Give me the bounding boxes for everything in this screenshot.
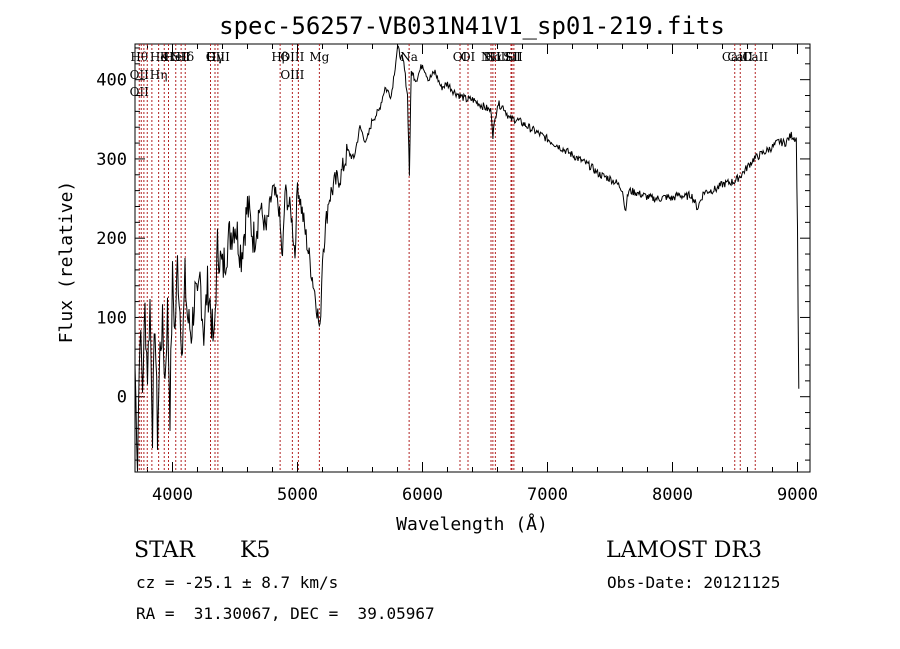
x-tick-label: 6000 xyxy=(402,485,443,505)
spectral-line-label: OI xyxy=(453,50,468,64)
chart-title: spec-56257-VB031N41V1_sp01-219.fits xyxy=(219,12,725,40)
spectral-line-label: H xyxy=(163,50,173,64)
spectral-line-label: OI xyxy=(461,50,476,64)
plot-axes xyxy=(134,43,811,473)
observation-date: Obs-Date: 20121125 xyxy=(607,573,781,592)
spectral-line-label: Mg xyxy=(309,50,329,64)
spectral-line-label: Li xyxy=(505,50,517,64)
x-tick-label: 5000 xyxy=(277,485,318,505)
spectral-line-label: CaII xyxy=(742,50,768,64)
y-tick-label: 200 xyxy=(96,229,127,249)
spectral-line-label: Na xyxy=(400,50,418,64)
y-tick-label: 400 xyxy=(96,71,127,91)
redshift-readout: cz = -25.1 ± 8.7 km/s xyxy=(136,573,339,592)
spectral-line-label: Hδ xyxy=(176,50,194,64)
spectral-line-label: CaII xyxy=(727,50,753,64)
y-tick-label: 0 xyxy=(117,388,127,408)
spectral-line-label: Hβ xyxy=(271,50,288,64)
y-tick-label: 100 xyxy=(96,308,127,328)
spectral-line-label: CaII xyxy=(722,50,748,64)
spectral-line-label: Hα xyxy=(484,50,503,64)
survey-name: LAMOST DR3 xyxy=(606,538,762,563)
spectral-line-label: NII xyxy=(481,50,501,64)
x-tick-label: 4000 xyxy=(152,485,193,505)
spectral-line-label: OII xyxy=(130,85,150,99)
x-tick-label: 9000 xyxy=(777,485,818,505)
spectral-line-label: OIII xyxy=(280,50,304,64)
coordinates-readout: RA = 31.30067, DEC = 39.05967 xyxy=(136,604,435,623)
x-axis-label: Wavelength (Å) xyxy=(396,513,548,535)
spectral-line-label: Hη xyxy=(150,68,168,82)
x-axis-ticks: 4000 5000 6000 7000 8000 9000 xyxy=(147,44,818,505)
spectral-line-label: OIII xyxy=(280,68,304,82)
spectral-line-label: OII xyxy=(130,68,150,82)
spectrum-series xyxy=(134,45,800,472)
spectral-line-label: Hθ xyxy=(130,50,148,64)
object-subclass: K5 xyxy=(240,538,271,563)
spectral-line-label: He xyxy=(150,50,168,64)
spectrum-line xyxy=(134,45,800,472)
spectral-line-label: NII xyxy=(485,50,505,64)
spectral-line-label: Hγ xyxy=(206,50,224,64)
plot-frame xyxy=(134,43,811,473)
y-tick-label: 300 xyxy=(96,150,127,170)
spectral-line-label: SII xyxy=(503,50,521,64)
spectral-line-label: G xyxy=(206,50,216,64)
object-class: STAR xyxy=(134,538,195,563)
spectral-line-label: K xyxy=(160,50,170,64)
x-tick-label: 8000 xyxy=(652,485,693,505)
spectral-line-label: SII xyxy=(505,50,523,64)
y-axis-label: Flux (relative) xyxy=(56,181,77,344)
spectral-line-label: OIII xyxy=(206,50,230,64)
y-axis-ticks: 0 100 200 300 400 xyxy=(96,47,810,461)
x-tick-label: 7000 xyxy=(527,485,568,505)
